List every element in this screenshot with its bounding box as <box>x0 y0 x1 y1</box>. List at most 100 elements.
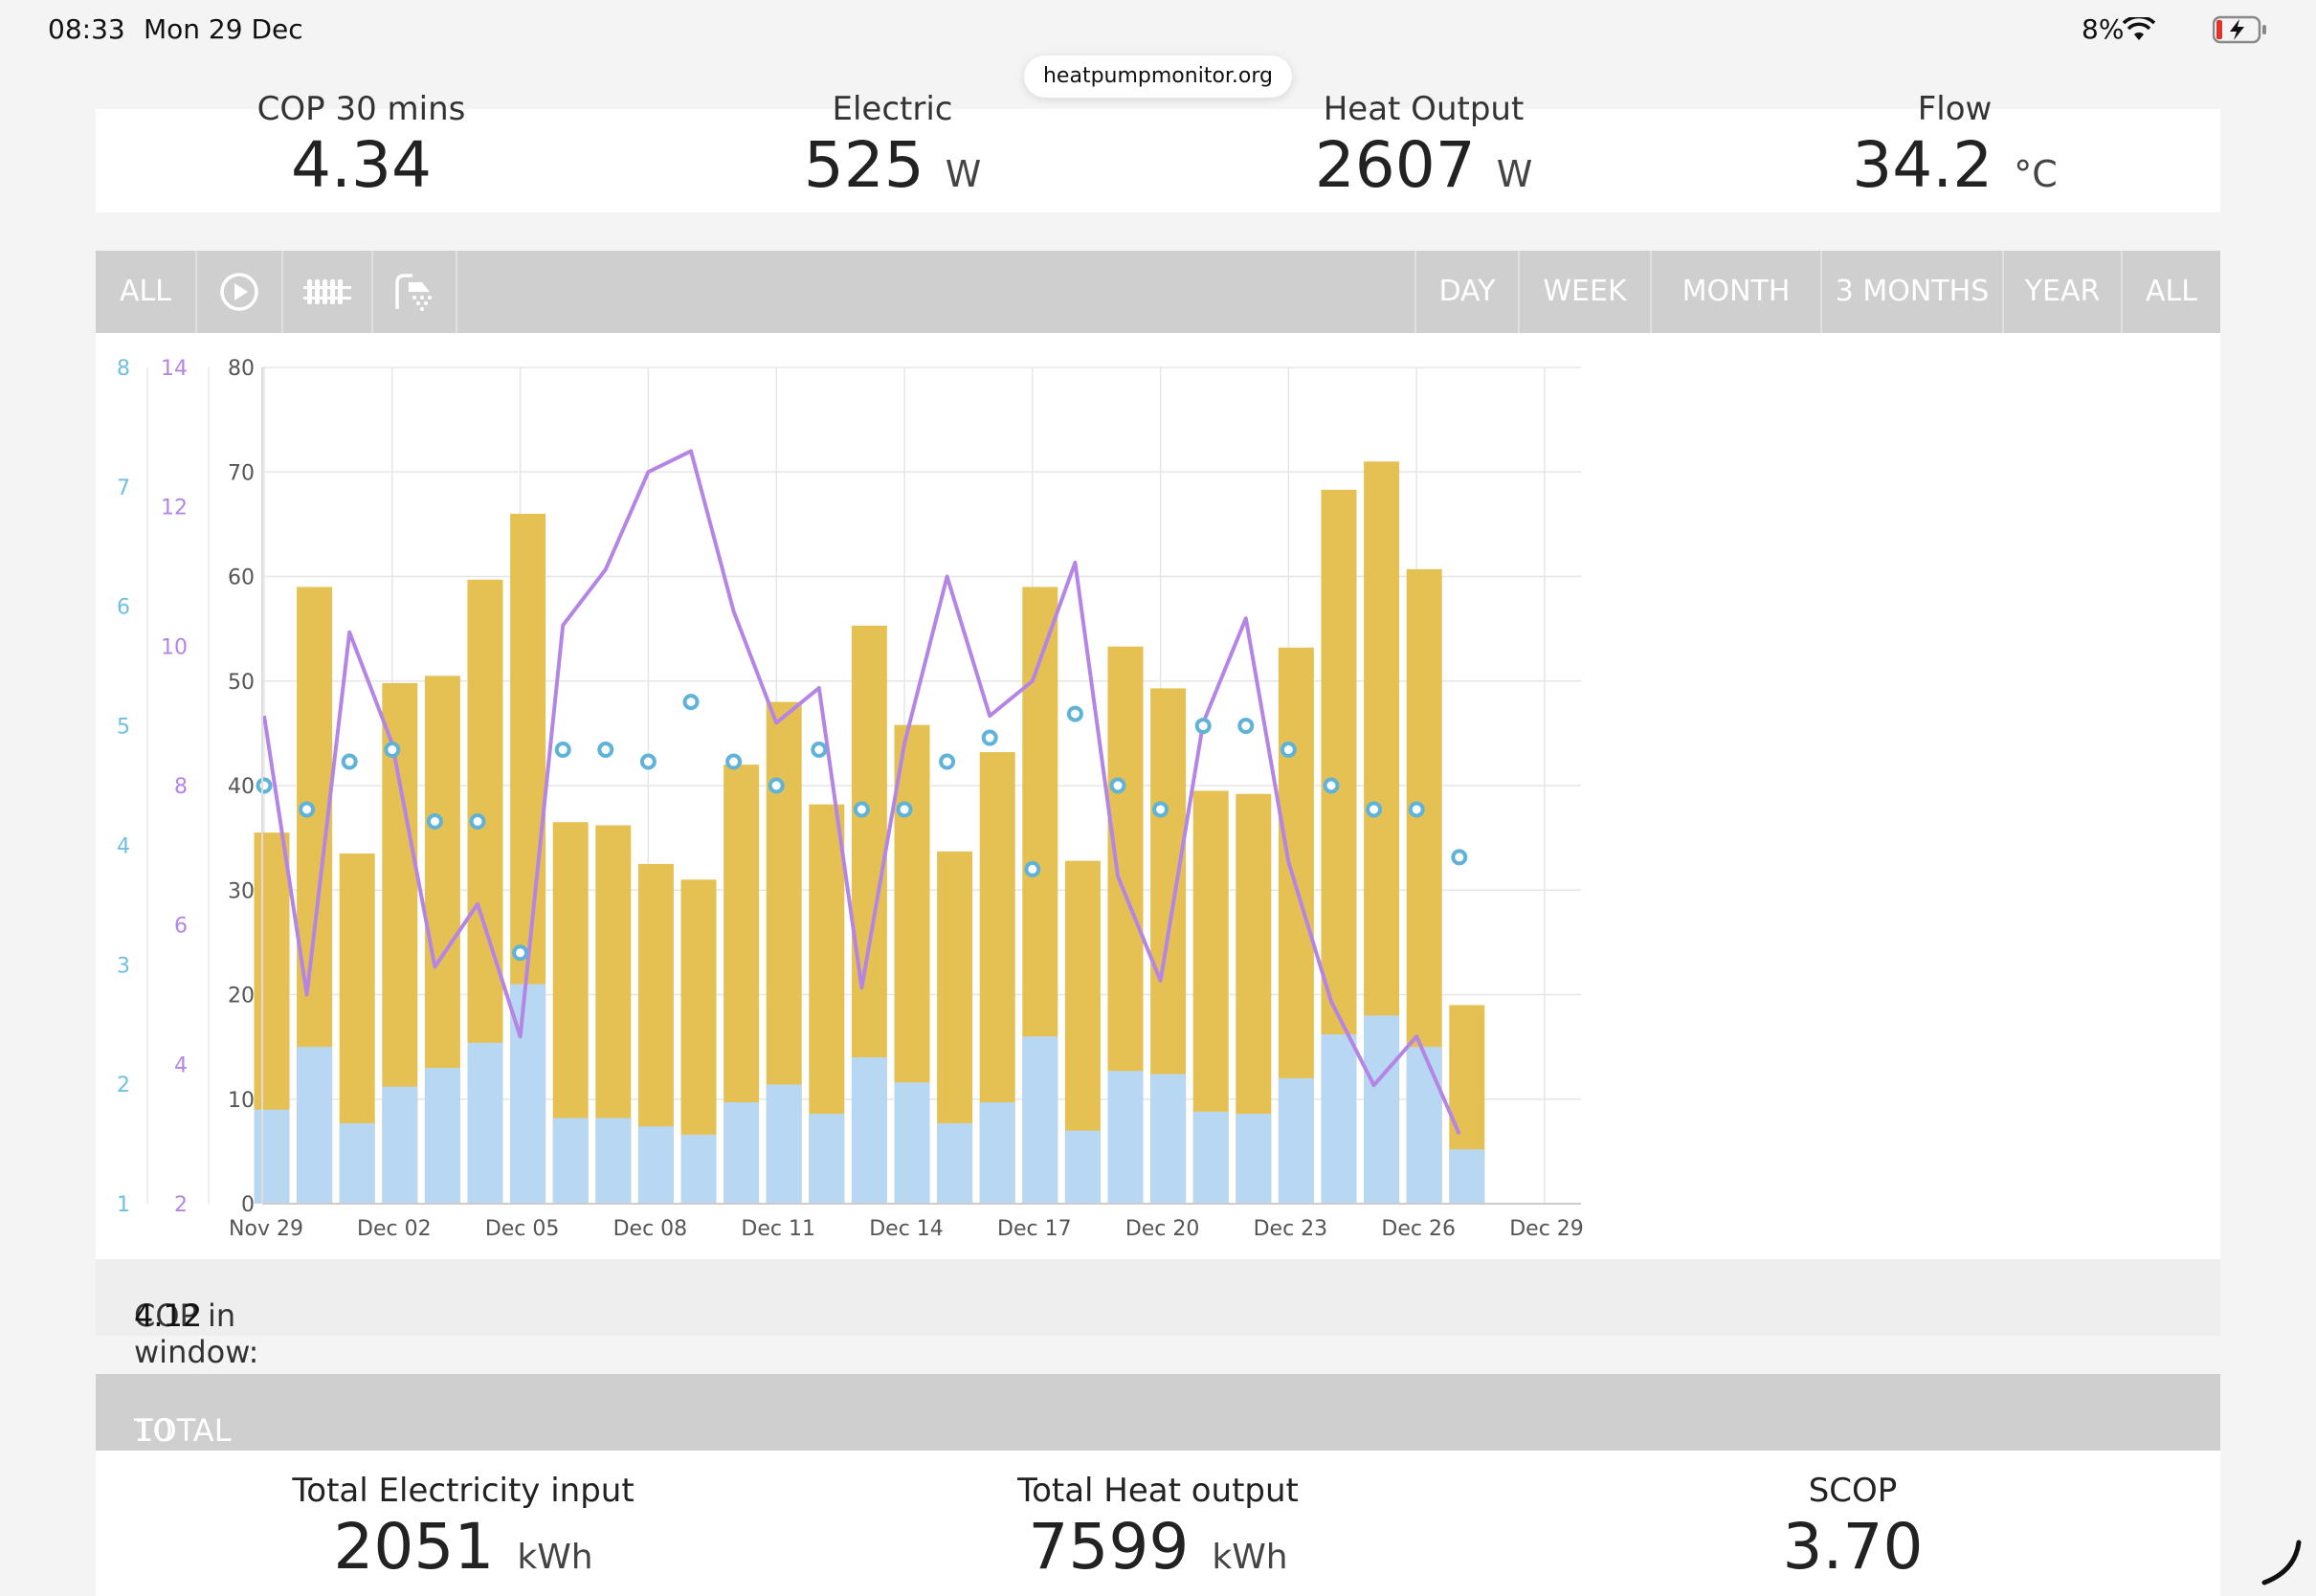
cop-point <box>939 753 956 770</box>
chart-card: 0 10 20 30 40 50 60 70 80 2 4 6 8 10 12 14 1 2 3 4 5 6 7 8 Nov 2… <box>96 333 2220 1259</box>
total-electricity-value: 2051 kWh <box>128 1510 798 1584</box>
electric-bar <box>1107 1071 1144 1204</box>
live-stats-card: COP 30 mins 4.34 Electric 525 W Heat Outp… <box>96 90 2220 212</box>
x-tick-label: Dec 05 <box>485 1217 560 1241</box>
status-date: Mon 29 Dec <box>144 13 303 45</box>
electric-bar <box>637 1126 674 1204</box>
stat-cop-number: 4.34 <box>291 128 432 202</box>
stat-flow-value: 34.2 °C <box>1689 128 2220 202</box>
y-tick-kwh: 30 <box>228 879 255 903</box>
stat-electric-unit: W <box>945 153 982 195</box>
y-tick-kwh: 0 <box>241 1193 255 1217</box>
cop-point <box>811 742 828 759</box>
cop-point <box>1109 777 1126 794</box>
stat-electric: Electric 525 W <box>627 90 1158 212</box>
y-tick-temp: 2 <box>174 1193 188 1217</box>
stat-electric-label: Electric <box>832 90 953 128</box>
electric-bar <box>1449 1149 1485 1204</box>
electric-bar <box>809 1114 845 1204</box>
electric-bar <box>254 1109 290 1204</box>
range-month-button[interactable]: MONTH <box>1650 251 1820 333</box>
cop-point <box>1024 860 1041 877</box>
cop-point <box>1152 801 1169 818</box>
home-indicator[interactable] <box>2260 1539 2303 1586</box>
electric-bar <box>552 1118 589 1204</box>
total-scop-value: 3.70 <box>1518 1510 2188 1584</box>
stat-heat-output: Heat Output 2607 W <box>1158 90 1689 212</box>
heating-filter-button[interactable] <box>283 251 373 333</box>
range-year-button[interactable]: YEAR <box>2002 251 2121 333</box>
x-tick-label: Dec 14 <box>869 1217 944 1241</box>
electric-bar <box>1150 1074 1187 1204</box>
status-time: 08:33 <box>48 13 125 45</box>
chart-toolbar: ALL DAY WEEK MONTH 3 MONTHS YEAR ALL <box>96 251 2220 333</box>
cop-point <box>469 812 486 830</box>
total-electricity-number: 2051 <box>333 1510 495 1584</box>
battery-percent: 8% <box>2082 13 2125 45</box>
temp-series-line <box>262 449 1461 1135</box>
cop-point <box>256 777 273 794</box>
stat-cop: COP 30 mins 4.34 <box>96 90 627 212</box>
y-tick-temp: 14 <box>161 357 188 381</box>
electric-bar <box>1406 1047 1442 1204</box>
stat-heat-number: 2607 <box>1314 128 1476 202</box>
electric-bar <box>467 1042 503 1204</box>
hot-water-filter-button[interactable] <box>373 251 457 333</box>
cop-point <box>768 777 785 794</box>
y-tick-cop: 8 <box>117 357 130 381</box>
status-bar: 08:33 Mon 29 Dec 8% <box>0 0 2316 61</box>
cop-point <box>1366 801 1383 818</box>
cop-point <box>597 742 614 759</box>
range-day-button[interactable]: DAY <box>1414 251 1518 333</box>
cop-point <box>639 753 657 770</box>
cop-point <box>1066 705 1083 722</box>
electric-bar <box>851 1057 887 1204</box>
cop-point <box>1280 742 1297 759</box>
y-tick-kwh: 20 <box>228 985 255 1009</box>
play-button[interactable] <box>197 251 283 333</box>
y-tick-temp: 10 <box>161 635 188 659</box>
cop-point <box>512 944 529 962</box>
y-tick-kwh: 40 <box>228 775 255 799</box>
electric-bar <box>1321 1034 1357 1204</box>
x-tick-label: Dec 23 <box>1254 1217 1328 1241</box>
y-tick-kwh: 80 <box>228 357 255 381</box>
radiator-icon <box>303 279 351 304</box>
cop-point <box>1237 718 1255 735</box>
cop-window-value: 4.12 <box>134 1297 203 1334</box>
total-since-header: TOTAL SINCE: 10 Jan 2025 <box>96 1374 2220 1521</box>
total-electricity-unit: kWh <box>517 1538 593 1577</box>
electric-bar <box>1064 1130 1101 1204</box>
electric-bar <box>766 1084 802 1204</box>
total-heat-label: Total Heat output <box>1017 1472 1299 1510</box>
cop-point <box>1408 801 1425 818</box>
x-tick-label: Dec 29 <box>1509 1217 1584 1241</box>
cop-point <box>896 801 913 818</box>
range-week-button[interactable]: WEEK <box>1518 251 1650 333</box>
filter-all-button[interactable]: ALL <box>96 251 197 333</box>
chart-temp-line <box>262 449 1461 1135</box>
x-tick-label: Nov 29 <box>229 1217 303 1241</box>
url-pill[interactable]: heatpumpmonitor.org <box>1024 55 1292 98</box>
y-tick-cop: 5 <box>117 716 130 740</box>
stat-heat-value: 2607 W <box>1158 128 1689 202</box>
x-tick-label: Dec 08 <box>613 1217 688 1241</box>
x-tick-label: Dec 02 <box>357 1217 432 1241</box>
cop-point <box>554 742 571 759</box>
cop-point <box>1451 849 1468 866</box>
electric-bar <box>595 1118 632 1204</box>
x-tick-label: Dec 17 <box>997 1217 1072 1241</box>
stat-flow-label: Flow <box>1917 90 1993 128</box>
range-3months-button[interactable]: 3 MONTHS <box>1820 251 2002 333</box>
electric-bar <box>297 1047 333 1204</box>
electric-bar <box>724 1102 760 1204</box>
play-icon <box>220 273 258 311</box>
y-tick-kwh: 50 <box>228 671 255 695</box>
wifi-icon <box>2123 17 2155 40</box>
cop-point <box>853 801 870 818</box>
range-all-button[interactable]: ALL <box>2121 251 2220 333</box>
cop-point <box>1194 718 1212 735</box>
shower-icon <box>395 274 432 311</box>
